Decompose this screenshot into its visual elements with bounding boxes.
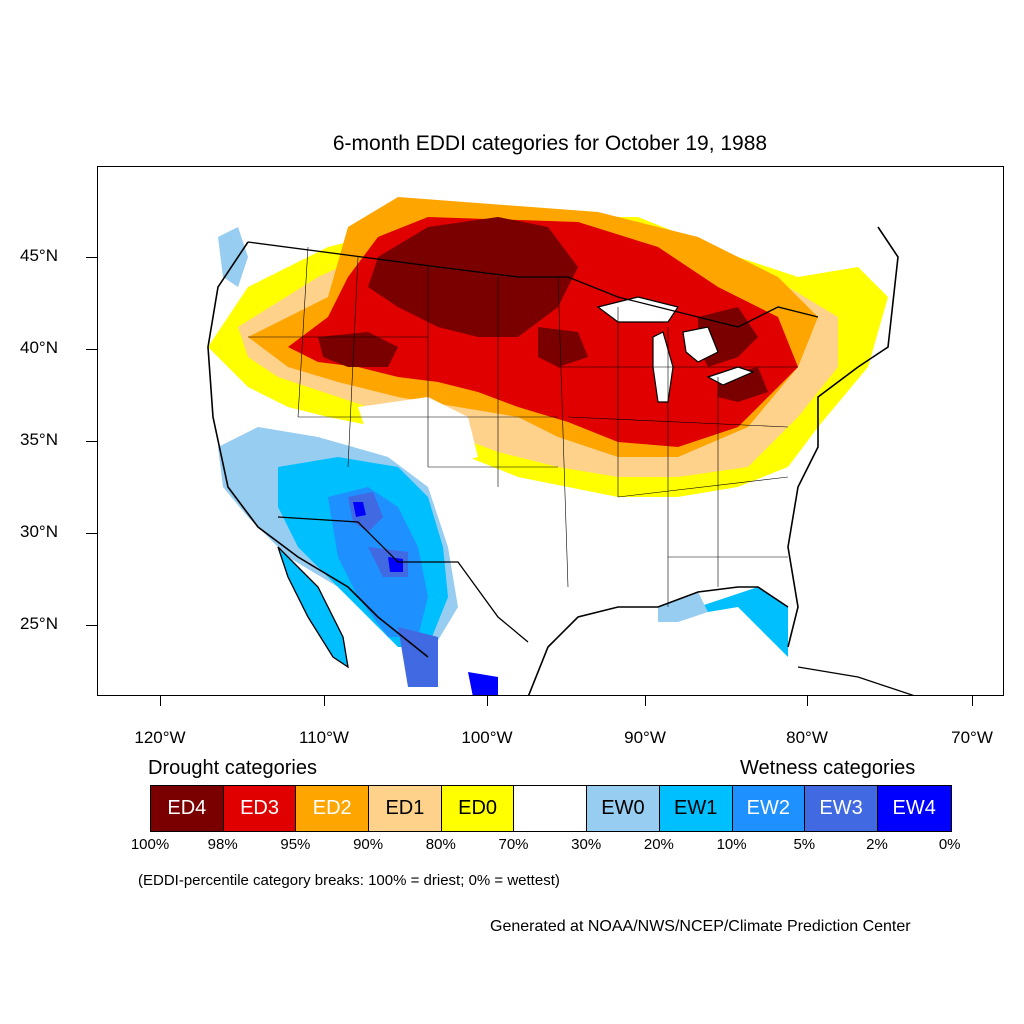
drought-categories-heading: Drought categories [148,757,317,779]
lon-tick-80 [807,696,808,706]
category-breaks-note: (EDDI-percentile category breaks: 100% =… [138,872,560,889]
percentile-label: 2% [866,836,888,853]
wetness-categories-heading: Wetness categories [740,757,916,779]
wet-region-pacific-nw [218,227,248,287]
lat-tick-25 [86,625,97,626]
lon-label-100: 100°W [461,728,513,747]
lon-label-120: 120°W [134,728,186,747]
eddi-map [97,166,1004,696]
lat-tick-45 [86,257,97,258]
white-region-colorado [358,397,478,467]
lat-tick-40 [86,349,97,350]
wet-region-florida-ew0 [658,592,708,622]
lake-huron [682,326,719,363]
percentile-label: 80% [425,836,456,853]
legend-box-ew4: EW4 [877,786,951,831]
lat-label-30: 30°N [20,522,58,541]
percentile-label: 10% [716,836,747,853]
drought-region-ed4-north [368,217,578,337]
lon-label-110: 110°W [299,728,349,747]
drought-region-ed4-plains [538,327,588,367]
legend-box-ew0: EW0 [587,786,660,831]
lon-label-90: 90°W [624,728,666,747]
lat-label-35: 35°N [20,430,58,449]
coastline [207,226,899,695]
lat-tick-30 [86,533,97,534]
legend-box-ed3: ED3 [223,786,297,831]
lat-label-40: 40°N [20,338,58,357]
percentile-label: 95% [280,836,311,853]
percentile-label: 70% [498,836,529,853]
us-canada-border [247,241,819,328]
lon-tick-70 [972,696,973,706]
baja-peninsula [277,546,349,669]
legend-box-ed4: ED4 [151,786,224,831]
wet-region-ew4-a [353,502,366,517]
lat-tick-35 [86,441,97,442]
us-mexico-border [277,516,529,643]
lat-label-25: 25°N [20,614,58,633]
eddi-map-graphic [207,197,915,695]
percentile-label: 0% [938,836,961,853]
percentile-label: 20% [643,836,674,853]
map-title: 6-month EDDI categories for October 19, … [332,132,768,155]
lon-tick-100 [487,696,488,706]
percentile-label: 90% [353,836,384,853]
legend-box-ew3: EW3 [805,786,878,831]
legend-box-ew2: EW2 [732,786,806,831]
state-borders [248,246,798,607]
lon-label-80: 80°W [786,728,828,747]
wet-region-ew3-mexico [398,627,438,687]
cuba-outline [797,666,915,695]
lon-tick-90 [645,696,646,706]
drought-region-ed4-west [318,332,398,367]
lat-label-45: 45°N [20,246,58,265]
wet-region-ew4-c [468,672,498,695]
legend-box-ed2: ED2 [296,786,370,831]
percentile-label: 30% [571,836,602,853]
percentile-label: 5% [793,836,816,853]
legend-box-ew1: EW1 [659,786,733,831]
credit-line: Generated at NOAA/NWS/NCEP/Climate Predi… [490,918,911,935]
percentile-label: 98% [207,836,238,853]
white-region-southeast [578,467,798,607]
percentile-label: 100% [130,836,170,853]
lon-tick-120 [160,696,161,706]
legend-box-ed1: ED1 [369,786,442,831]
category-color-legend: ED4 ED3 ED2 ED1 ED0 EW0 EW1 EW2 EW3 EW4 [150,785,952,832]
lon-tick-110 [324,696,325,706]
legend-box-neutral [514,786,588,831]
legend-box-ed0: ED0 [441,786,515,831]
wet-region-ew4-b [388,557,403,572]
lon-label-70: 70°W [951,728,993,747]
wet-region-florida [698,587,788,657]
